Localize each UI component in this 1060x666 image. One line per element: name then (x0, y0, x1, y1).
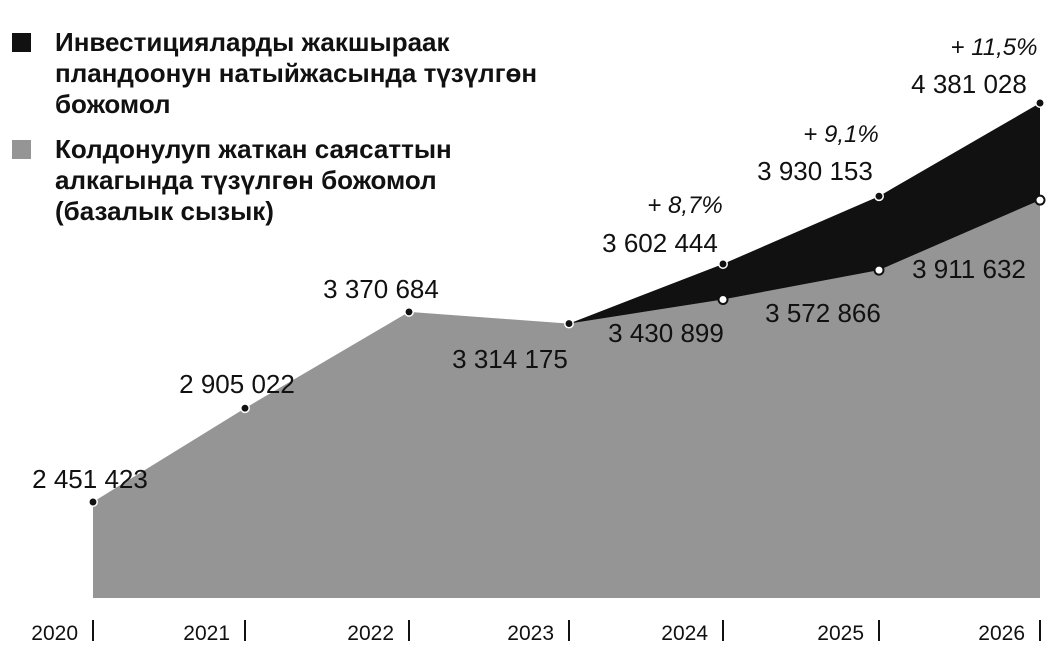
baseline-area (93, 200, 1040, 598)
legend-label-baseline: Колдонулуп жаткан саясаттын алкагында тү… (55, 134, 452, 226)
baseline-data-label: 2 905 022 (179, 369, 295, 399)
x-tick-label: 2025 (817, 622, 864, 645)
baseline-data-label: 3 430 899 (608, 318, 724, 348)
baseline-data-label: 2 451 423 (32, 464, 148, 494)
baseline-point (240, 403, 250, 414)
investment-data-label: 4 381 028 (911, 69, 1027, 99)
baseline-point (717, 294, 729, 305)
x-tick-label: 2022 (347, 622, 394, 645)
baseline-point (873, 264, 885, 276)
baseline-point (1034, 194, 1046, 206)
legend-item-investment: Инвестицияларды жакшыраак пландоонун нат… (12, 27, 537, 120)
baseline-point (88, 497, 98, 507)
baseline-data-label: 3 572 866 (765, 298, 881, 328)
legend-item-baseline: Колдонулуп жаткан саясаттын алкагында тү… (12, 134, 452, 227)
baseline-point (564, 318, 574, 329)
baseline-data-label: 3 370 684 (323, 274, 439, 304)
growth-label: + 9,1% (803, 121, 878, 148)
legend-swatch-baseline (12, 140, 31, 159)
investment-point (874, 191, 884, 202)
growth-label: + 8,7% (647, 192, 722, 219)
baseline-data-label: 3 911 632 (912, 254, 1026, 284)
x-tick-label: 2024 (661, 622, 708, 645)
baseline-data-label: 3 314 175 (452, 344, 568, 374)
x-tick-label: 2026 (978, 622, 1025, 645)
investment-point (718, 259, 728, 269)
baseline-point (404, 306, 414, 317)
x-tick-label: 2020 (31, 622, 78, 645)
investment-data-label: 3 930 153 (757, 156, 873, 186)
x-tick-label: 2023 (507, 622, 554, 645)
x-tick-label: 2021 (183, 622, 230, 645)
investment-data-label: 3 602 444 (602, 228, 718, 258)
growth-label: + 11,5% (951, 34, 1038, 61)
legend-label-investment: Инвестицияларды жакшыраак пландоонун нат… (55, 27, 538, 119)
investment-area (569, 103, 1040, 324)
investment-point (1035, 98, 1045, 108)
legend-swatch-investment (12, 33, 31, 52)
